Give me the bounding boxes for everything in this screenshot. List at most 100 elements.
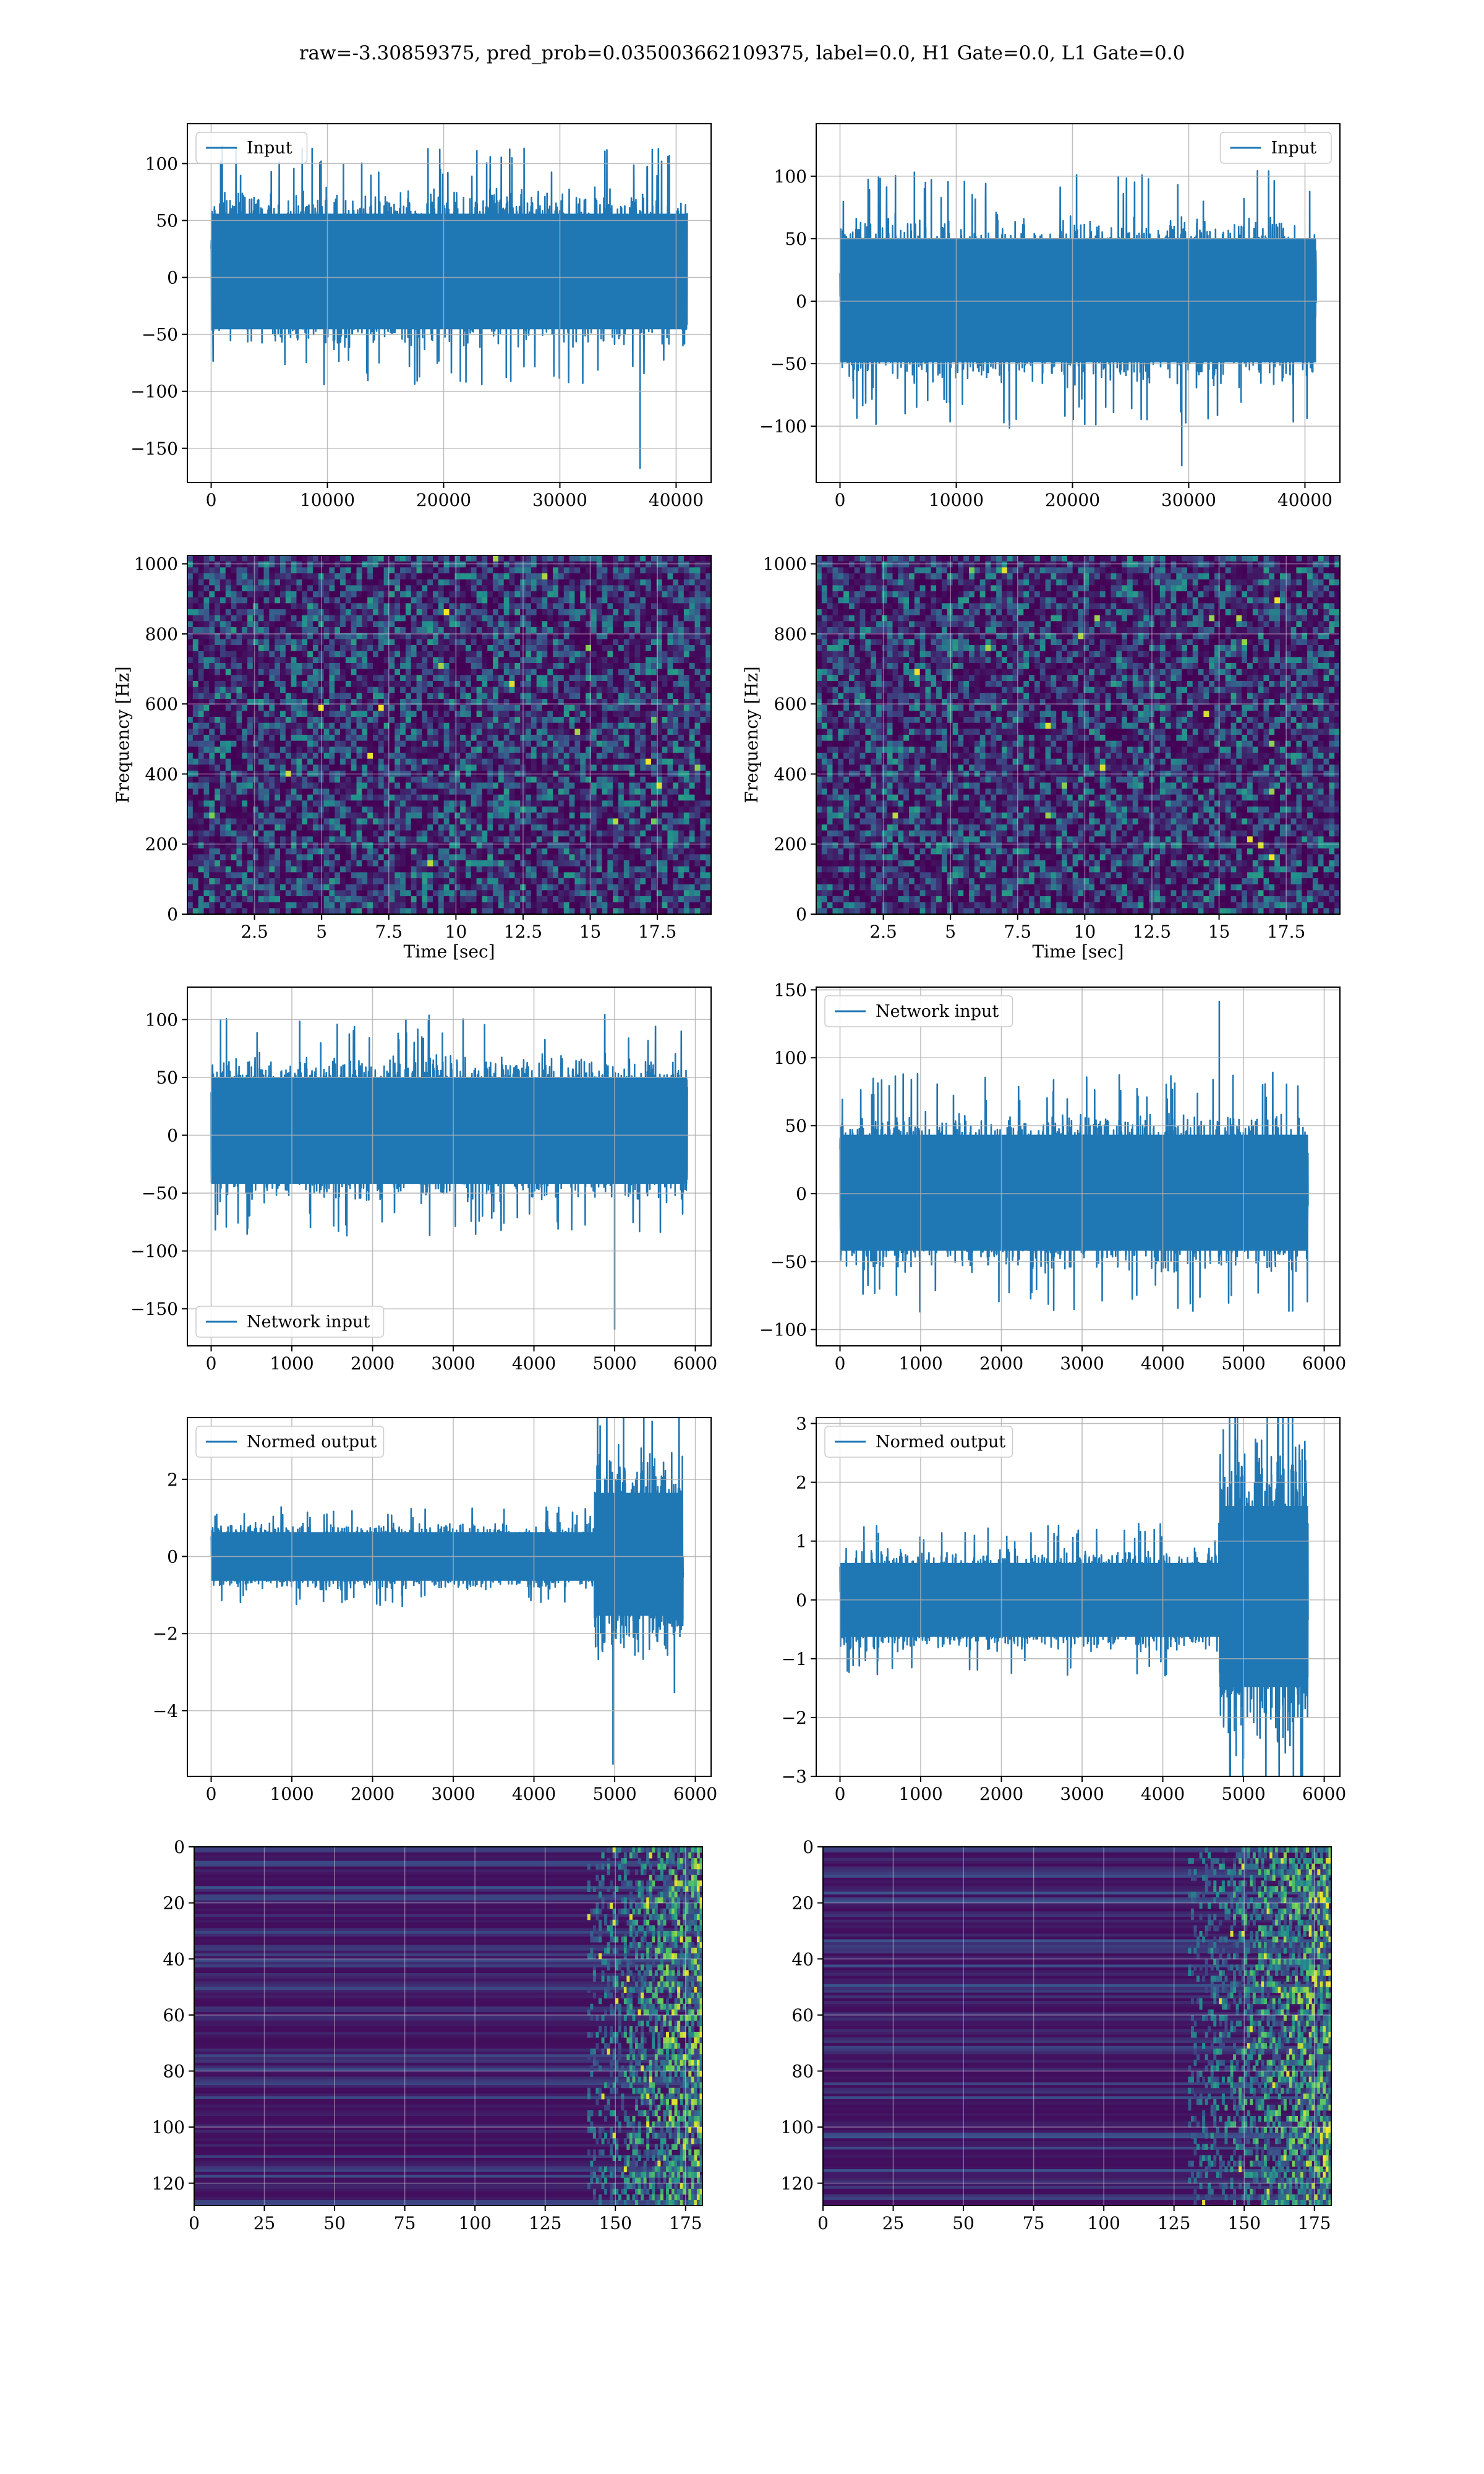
heatmap-cell	[498, 651, 505, 657]
heatmap-cell	[252, 842, 259, 849]
heatmap-cell	[269, 807, 275, 813]
heatmap-cell	[520, 896, 526, 903]
heatmap-cell	[296, 872, 302, 879]
heatmap-cell	[198, 704, 205, 711]
heatmap-cell	[526, 651, 532, 657]
heatmap-cell	[215, 693, 221, 700]
heatmap-cell	[433, 818, 439, 825]
heatmap-cell	[367, 567, 373, 574]
heatmap-cell	[345, 824, 352, 831]
heatmap-cell	[203, 753, 210, 760]
heatmap-cell	[340, 609, 346, 616]
heatmap-cell	[476, 842, 483, 849]
heatmap-cell	[252, 818, 259, 825]
heatmap-cell	[438, 764, 445, 771]
heatmap-cell	[514, 842, 521, 849]
heatmap-cell	[247, 657, 254, 664]
heatmap-cell	[465, 872, 472, 879]
heatmap-cell	[487, 603, 493, 610]
heatmap-cell	[209, 561, 215, 568]
heatmap-cell	[465, 740, 472, 747]
heatmap-cell	[362, 567, 368, 574]
heatmap-cell	[302, 633, 308, 640]
heatmap-cell	[460, 818, 466, 825]
heatmap-cell	[563, 621, 570, 628]
heatmap-cell	[416, 771, 422, 777]
heatmap-cell	[531, 758, 537, 765]
heatmap-cell	[460, 597, 466, 604]
heatmap-cell	[225, 555, 232, 562]
heatmap-cell	[465, 633, 472, 640]
heatmap-cell	[312, 704, 319, 711]
heatmap-cell	[422, 794, 428, 801]
heatmap-cell	[252, 854, 259, 861]
heatmap-cell	[613, 908, 619, 914]
heatmap-cell	[351, 884, 357, 891]
heatmap-cell	[580, 722, 586, 729]
heatmap-cell	[362, 657, 368, 664]
heatmap-cell	[203, 627, 210, 634]
heatmap-cell	[580, 687, 586, 693]
heatmap-cell	[509, 603, 515, 610]
heatmap-cell	[203, 621, 210, 628]
heatmap-cell	[296, 555, 302, 562]
heatmap-cell	[351, 561, 357, 568]
heatmap-cell	[329, 854, 335, 861]
heatmap-cell	[367, 645, 373, 652]
heatmap-cell	[613, 687, 619, 693]
heatmap-cell	[362, 836, 368, 843]
heatmap-cell	[498, 597, 505, 604]
heatmap-cell	[258, 842, 265, 849]
heatmap-cell	[345, 699, 352, 706]
heatmap-cell	[553, 735, 559, 742]
heatmap-cell	[449, 645, 455, 652]
heatmap-cell	[307, 645, 313, 652]
heatmap-cell	[553, 609, 559, 616]
heatmap-cell	[433, 687, 439, 693]
heatmap-cell	[356, 890, 362, 897]
heatmap-cell	[427, 579, 433, 586]
heatmap-cell	[279, 639, 286, 646]
heatmap-cell	[291, 753, 297, 760]
heatmap-cell	[520, 782, 526, 789]
heatmap-cell	[476, 729, 483, 735]
heatmap-cell	[198, 567, 205, 574]
heatmap-cell	[547, 639, 553, 646]
heatmap-cell	[203, 807, 210, 813]
heatmap-cell	[258, 585, 265, 592]
heatmap-cell	[607, 878, 613, 885]
heatmap-cell	[449, 561, 455, 568]
heatmap-cell	[252, 735, 259, 742]
heatmap-cell	[307, 848, 313, 855]
heatmap-cell	[318, 609, 325, 616]
heatmap-cell	[487, 645, 493, 652]
heatmap-cell	[296, 764, 302, 771]
heatmap-cell	[514, 758, 521, 765]
heatmap-cell	[493, 597, 499, 604]
heatmap-cell	[252, 585, 259, 592]
heatmap-cell	[416, 824, 422, 831]
heatmap-cell	[279, 687, 286, 693]
heatmap-cell	[220, 585, 226, 592]
heatmap-cell	[220, 699, 226, 706]
heatmap-cell	[416, 645, 422, 652]
heatmap-cell	[192, 830, 199, 837]
heatmap-cell	[220, 836, 226, 843]
heatmap-cell	[367, 878, 373, 885]
heatmap-cell	[296, 902, 302, 909]
heatmap-cell	[591, 764, 597, 771]
heatmap-cell	[394, 651, 401, 657]
heatmap-cell	[623, 747, 630, 753]
heatmap-cell	[307, 621, 313, 628]
heatmap-cell	[209, 794, 215, 801]
heatmap-cell	[629, 758, 636, 765]
heatmap-cell	[618, 860, 625, 867]
heatmap-cell	[231, 657, 237, 664]
heatmap-cell	[351, 597, 357, 604]
heatmap-cell	[345, 573, 352, 580]
heatmap-cell	[493, 878, 499, 885]
heatmap-cell	[383, 807, 390, 813]
heatmap-cell	[580, 740, 586, 747]
heatmap-cell	[356, 597, 362, 604]
heatmap-cell	[242, 896, 248, 903]
